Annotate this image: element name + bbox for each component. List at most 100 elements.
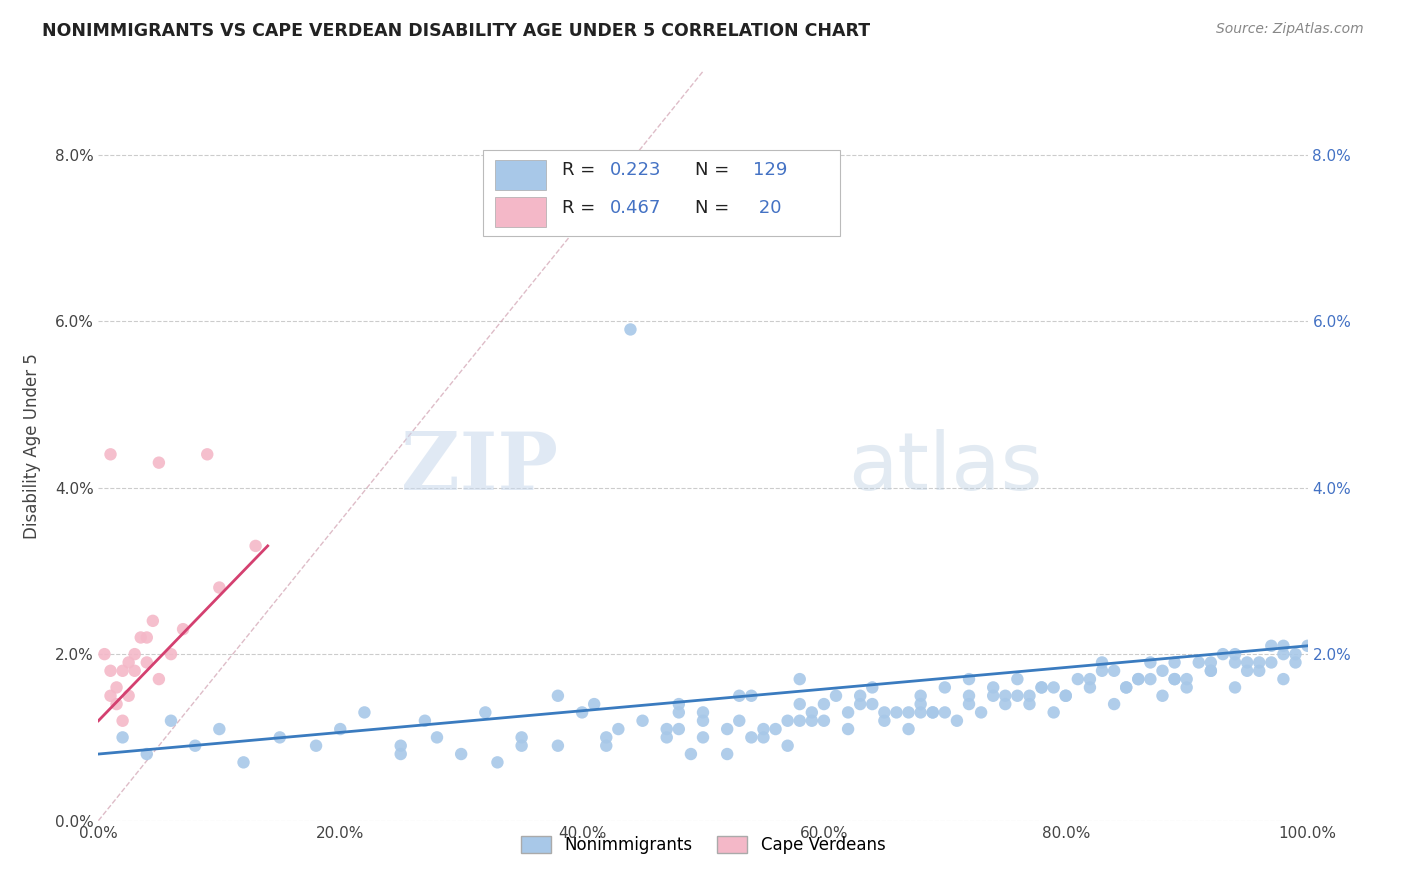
Y-axis label: Disability Age Under 5: Disability Age Under 5 — [22, 353, 41, 539]
Point — [1260, 639, 1282, 653]
Text: 0.467: 0.467 — [610, 200, 661, 218]
Point — [692, 714, 714, 728]
Point — [100, 447, 122, 461]
Point — [789, 672, 811, 686]
Point — [1115, 681, 1137, 695]
Point — [142, 614, 165, 628]
Point — [910, 697, 932, 711]
Point — [208, 581, 231, 595]
Text: R =: R = — [561, 161, 600, 179]
Point — [716, 722, 738, 736]
Point — [765, 722, 787, 736]
Point — [135, 631, 157, 645]
Point — [886, 706, 908, 720]
Point — [631, 714, 654, 728]
Point — [1284, 656, 1306, 670]
Point — [994, 689, 1017, 703]
Point — [232, 756, 254, 770]
Point — [860, 681, 883, 695]
Point — [1236, 656, 1258, 670]
Point — [1296, 639, 1319, 653]
Point — [1139, 672, 1161, 686]
Point — [1223, 656, 1246, 670]
Point — [93, 647, 115, 661]
Point — [910, 706, 932, 720]
Point — [1042, 706, 1064, 720]
Point — [1272, 639, 1295, 653]
Legend: Nonimmigrants, Cape Verdeans: Nonimmigrants, Cape Verdeans — [515, 830, 891, 861]
FancyBboxPatch shape — [495, 197, 546, 227]
Point — [897, 706, 920, 720]
Point — [1223, 681, 1246, 695]
Point — [1031, 681, 1053, 695]
Point — [269, 731, 291, 745]
Point — [981, 689, 1004, 703]
Point — [510, 731, 533, 745]
Point — [100, 689, 122, 703]
Point — [111, 664, 134, 678]
Point — [1223, 647, 1246, 661]
Point — [1102, 697, 1125, 711]
Point — [1115, 681, 1137, 695]
Point — [208, 722, 231, 736]
FancyBboxPatch shape — [482, 150, 839, 236]
Text: atlas: atlas — [848, 429, 1042, 508]
Point — [740, 731, 762, 745]
Text: R =: R = — [561, 200, 600, 218]
Point — [353, 706, 375, 720]
Point — [135, 747, 157, 761]
Point — [148, 456, 170, 470]
Point — [172, 622, 194, 636]
Point — [873, 714, 896, 728]
Point — [195, 447, 218, 461]
Point — [740, 689, 762, 703]
Point — [1188, 656, 1211, 670]
Point — [510, 739, 533, 753]
Point — [1163, 672, 1185, 686]
Point — [1054, 689, 1077, 703]
Point — [1091, 664, 1114, 678]
Text: N =: N = — [695, 161, 734, 179]
Point — [776, 739, 799, 753]
Point — [1163, 656, 1185, 670]
Point — [1018, 697, 1040, 711]
Point — [849, 689, 872, 703]
Point — [426, 731, 449, 745]
Point — [679, 747, 702, 761]
Point — [957, 697, 980, 711]
Point — [389, 747, 412, 761]
Point — [160, 647, 183, 661]
Point — [957, 689, 980, 703]
Text: 20: 20 — [752, 200, 782, 218]
Point — [800, 714, 823, 728]
Point — [1284, 647, 1306, 661]
Point — [800, 706, 823, 720]
Point — [837, 722, 859, 736]
Point — [329, 722, 352, 736]
Point — [1007, 672, 1029, 686]
Point — [245, 539, 267, 553]
Point — [692, 706, 714, 720]
Point — [1078, 672, 1101, 686]
Point — [813, 697, 835, 711]
Point — [547, 739, 569, 753]
Point — [789, 714, 811, 728]
Point — [474, 706, 496, 720]
Point — [692, 731, 714, 745]
Point — [450, 747, 472, 761]
Point — [668, 722, 690, 736]
Point — [1018, 689, 1040, 703]
Point — [716, 747, 738, 761]
Point — [118, 656, 141, 670]
Point — [873, 706, 896, 720]
Point — [752, 731, 775, 745]
Point — [825, 689, 848, 703]
Point — [389, 739, 412, 753]
Point — [111, 731, 134, 745]
Text: Source: ZipAtlas.com: Source: ZipAtlas.com — [1216, 22, 1364, 37]
Point — [547, 689, 569, 703]
Point — [1175, 681, 1198, 695]
Point — [813, 714, 835, 728]
Point — [1199, 664, 1222, 678]
Point — [1031, 681, 1053, 695]
